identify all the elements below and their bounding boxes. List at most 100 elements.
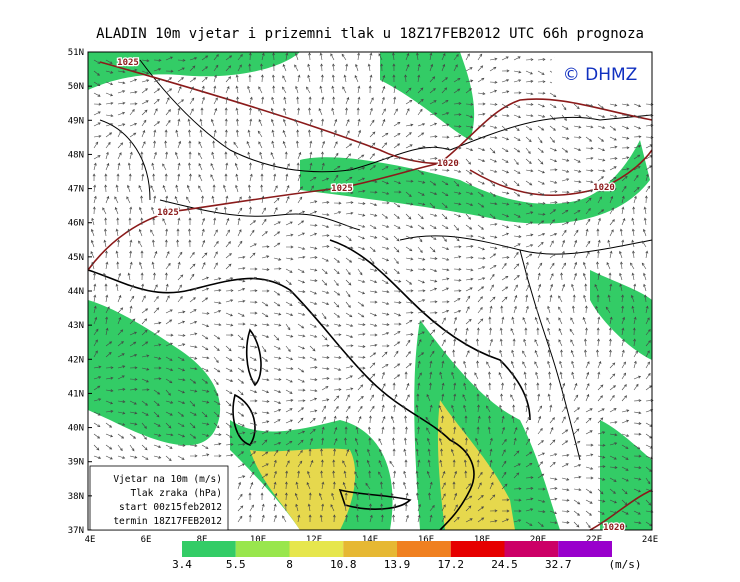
- wind-arrow: [547, 349, 551, 358]
- wind-arrow: [357, 129, 361, 138]
- wind-arrow: [309, 437, 313, 446]
- wind-arrow: [285, 345, 291, 352]
- wind-arrow: [501, 180, 508, 187]
- wind-arrow: [177, 206, 181, 215]
- wind-arrow: [201, 422, 210, 426]
- wind-arrow: [572, 294, 576, 303]
- wind-arrow: [273, 257, 282, 261]
- wind-arrow: [583, 261, 587, 270]
- wind-arrow: [309, 268, 318, 272]
- wind-arrow: [346, 355, 354, 359]
- wind-arrow: [584, 349, 587, 358]
- wind-arrow: [369, 514, 373, 523]
- wind-arrow: [188, 217, 192, 225]
- wind-arrow: [164, 173, 168, 182]
- wind-arrow: [585, 207, 591, 215]
- wind-arrow: [547, 327, 551, 336]
- wind-arrow: [129, 151, 133, 160]
- wind-arrow: [608, 272, 612, 281]
- wind-arrow: [500, 360, 503, 369]
- wind-arrow: [297, 334, 306, 338]
- wind-arrow: [151, 261, 155, 270]
- wind-arrow: [93, 294, 97, 303]
- wind-arrow: [465, 213, 472, 220]
- wind-arrow: [441, 382, 445, 391]
- wind-arrow: [548, 382, 552, 391]
- wind-arrow: [141, 141, 146, 149]
- wind-arrow: [633, 186, 640, 193]
- wind-arrow: [141, 59, 150, 63]
- wind-arrow: [164, 129, 168, 138]
- wind-arrow: [633, 466, 642, 470]
- wind-arrow: [225, 453, 234, 457]
- wind-arrow: [117, 387, 126, 391]
- wind-arrow: [477, 246, 485, 251]
- wind-arrow: [369, 279, 378, 284]
- wind-arrow: [380, 63, 384, 72]
- colorbar-segment: [182, 541, 236, 557]
- wind-arrow: [249, 345, 258, 349]
- wind-arrow: [189, 345, 198, 349]
- wind-arrow: [499, 404, 503, 413]
- wind-arrow: [273, 431, 282, 435]
- colorbar-segment: [235, 541, 290, 557]
- wind-arrow: [201, 323, 210, 328]
- wind-arrow: [453, 54, 459, 61]
- wind-arrow: [321, 224, 330, 228]
- wind-arrow: [198, 152, 203, 160]
- wind-arrow: [393, 350, 399, 358]
- wind-arrow: [201, 228, 205, 237]
- wind-arrow: [427, 448, 431, 457]
- wind-arrow: [225, 229, 230, 237]
- wind-arrow: [429, 300, 438, 304]
- wind-arrow: [189, 57, 198, 61]
- wind-arrow: [321, 503, 325, 512]
- wind-arrow: [537, 415, 542, 424]
- wind-arrow: [379, 448, 383, 457]
- wind-arrow: [513, 202, 522, 206]
- wind-arrow: [224, 140, 228, 149]
- wind-arrow: [380, 514, 384, 523]
- wind-arrow: [378, 438, 383, 446]
- wind-arrow: [141, 109, 148, 116]
- wind-arrow: [248, 514, 252, 523]
- wind-arrow: [357, 154, 365, 160]
- wind-arrow: [225, 299, 234, 303]
- wind-arrow: [417, 202, 426, 206]
- wind-arrow: [513, 103, 521, 108]
- wind-arrow: [489, 482, 494, 490]
- wind-arrow: [370, 333, 378, 337]
- wind-arrow: [537, 147, 544, 153]
- wind-arrow: [489, 296, 496, 303]
- wind-arrow: [297, 301, 305, 307]
- wind-arrow: [249, 96, 253, 105]
- wind-arrow: [105, 366, 114, 370]
- wind-arrow: [201, 76, 208, 83]
- wind-arrow: [621, 349, 625, 358]
- wind-arrow: [558, 339, 563, 347]
- wind-arrow: [405, 123, 414, 127]
- wind-arrow: [513, 294, 518, 303]
- wind-arrow: [573, 189, 582, 193]
- wind-arrow: [321, 481, 325, 490]
- wind-arrow: [225, 443, 234, 446]
- wind-arrow: [393, 312, 402, 317]
- wind-arrow: [621, 433, 630, 437]
- wind-arrow: [286, 245, 294, 249]
- wind-arrow: [153, 151, 157, 160]
- wind-arrow: [154, 366, 162, 370]
- colorbar-segment: [397, 541, 451, 557]
- wind-arrow: [645, 329, 651, 336]
- wind-arrow: [488, 371, 491, 380]
- wind-arrow: [273, 514, 277, 523]
- wind-arrow: [117, 111, 126, 116]
- wind-arrow: [537, 191, 545, 196]
- wind-arrow: [139, 206, 143, 215]
- wind-arrow: [501, 114, 510, 118]
- wind-arrow: [285, 428, 292, 435]
- wind-arrow: [297, 514, 301, 523]
- wind-arrow: [117, 375, 125, 380]
- wind-arrow: [117, 130, 122, 138]
- wind-arrow: [537, 428, 543, 435]
